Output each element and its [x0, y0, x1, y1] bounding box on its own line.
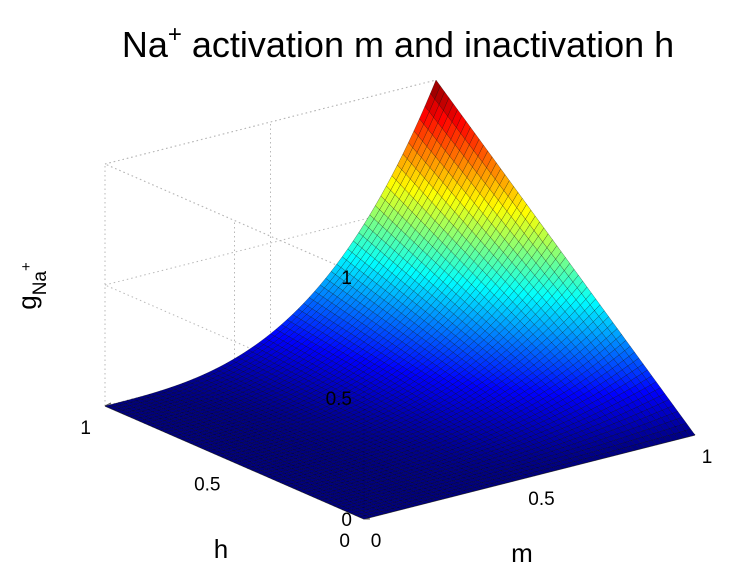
x-axis-label: m [511, 538, 533, 568]
chart-title: Na+ activation m and inactivation h [122, 21, 674, 65]
grid-line-z-left-1 [104, 284, 365, 399]
grid-line-z-left-2 [104, 163, 365, 278]
z-tick-label-0: 0 [341, 510, 352, 531]
z-label-subscript: Na [30, 271, 51, 296]
z-axis-label: gNa+ [12, 262, 51, 310]
z-tick-label-1: 0.5 [326, 389, 352, 410]
m-tick-label-2: 1 [702, 447, 713, 468]
title-rest: activation m and inactivation h [182, 24, 674, 65]
title-superscript: + [168, 21, 182, 48]
h-tick-label-0: 0 [339, 531, 350, 552]
z-label-superscript: + [18, 262, 35, 271]
y-axis-label: h [214, 534, 228, 564]
z-label-main: g [12, 295, 42, 309]
z-tick-label-2: 1 [341, 268, 352, 289]
m-tick-label-1: 0.5 [528, 489, 554, 510]
h-tick-label-2: 1 [80, 418, 91, 439]
grid-line-top-left [104, 163, 365, 278]
h-tick-label-1: 0.5 [194, 475, 220, 496]
m-tick-label-0: 0 [371, 531, 382, 552]
h-tick-mark-2 [104, 402, 112, 407]
title-main: Na [122, 24, 169, 65]
surface-mesh [104, 79, 696, 520]
grid-line-top-right [104, 79, 437, 165]
